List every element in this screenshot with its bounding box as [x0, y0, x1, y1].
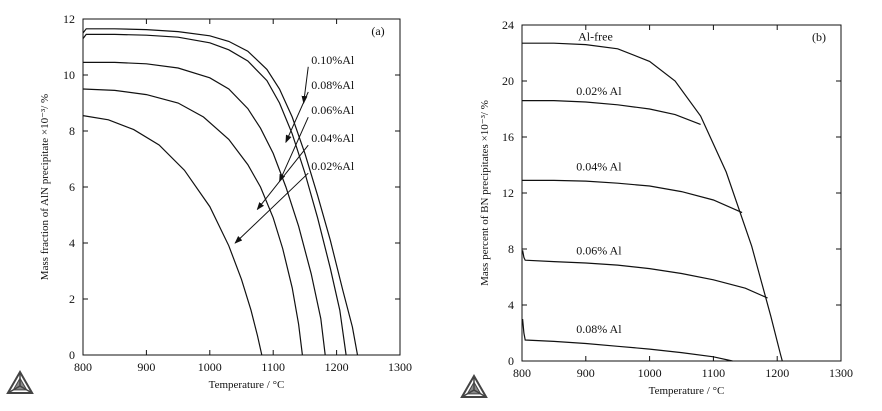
x-axis-label: Temperature / °C — [649, 385, 725, 397]
series-line-al-free — [522, 42, 783, 362]
x-tick-label: 1300 — [388, 360, 412, 374]
logo-spoke — [19, 385, 33, 394]
annotation-label-0-06-al: 0.06%Al — [311, 103, 355, 117]
y-axis-label: Mass percent of BN precipitates ×10⁻³/ % — [479, 100, 491, 286]
x-axis-label: Temperature / °C — [209, 379, 285, 391]
x-tick-label: 1200 — [325, 360, 349, 374]
logo-spoke — [461, 389, 475, 398]
x-tick-label: 900 — [577, 366, 595, 380]
annotation-label-0-10-al: 0.10%Al — [311, 53, 355, 67]
series-line-0-08-al — [522, 318, 733, 362]
panel-label: (a) — [371, 24, 384, 38]
annotation-arrow — [256, 144, 309, 211]
x-tick-label: 900 — [137, 360, 155, 374]
annotation-arrow — [279, 116, 309, 183]
y-tick-label: 12 — [63, 12, 75, 26]
annotation-arrow — [285, 91, 309, 144]
y-tick-label: 0 — [69, 348, 75, 362]
series-line-0-06-al — [83, 61, 326, 356]
thermo-calc-logo-icon — [6, 369, 34, 394]
x-tick-label: 1000 — [198, 360, 222, 374]
y-tick-label: 4 — [508, 298, 514, 312]
logo-spoke — [7, 385, 21, 394]
x-tick-label: 1100 — [702, 366, 726, 380]
x-tick-label: 1300 — [829, 366, 853, 380]
y-tick-label: 2 — [69, 292, 75, 306]
y-tick-label: 20 — [502, 74, 514, 88]
y-tick-label: 0 — [508, 354, 514, 368]
annotation-label-0-04-al: 0.04% Al — [576, 160, 622, 174]
annotation-arrow — [301, 66, 309, 104]
x-tick-label: 1100 — [261, 360, 285, 374]
y-tick-label: 8 — [69, 124, 75, 138]
panel-label: (b) — [812, 30, 826, 44]
y-tick-label: 10 — [63, 68, 75, 82]
series-line-0-08-al — [82, 33, 347, 356]
y-tick-label: 16 — [502, 130, 514, 144]
y-tick-label: 8 — [508, 242, 514, 256]
panel-b-chart: 800 900 1000 1100 1200 1300 0 4 8 12 16 20 24 Tempera… — [479, 18, 853, 397]
annotation-label-0-08-al: 0.08%Al — [311, 78, 355, 92]
plot-frame — [82, 18, 401, 356]
annotation-label-0-06-al: 0.06% Al — [576, 244, 622, 258]
series-line-0-04-al — [82, 88, 303, 356]
x-tick-label: 1000 — [638, 366, 662, 380]
logo-outer-triangle — [460, 374, 488, 398]
thermo-calc-logo-icon — [460, 374, 488, 398]
plot-frame — [521, 24, 842, 362]
series-line-0-04-al — [522, 179, 743, 214]
annotation-arrow — [234, 172, 309, 244]
series-line-0-02-al — [522, 100, 701, 125]
y-tick-label: 12 — [502, 186, 514, 200]
logo-spoke — [473, 389, 487, 398]
panel-a-chart: 800 900 1000 1100 1200 1300 0 2 4 6 8 10 12 Temperatu… — [39, 12, 412, 391]
y-tick-label: 6 — [69, 180, 75, 194]
series-line-0-10-al — [82, 28, 359, 356]
y-tick-label: 4 — [69, 236, 75, 250]
annotation-label-al-free: Al-free — [578, 29, 613, 43]
logo-outer-triangle — [6, 369, 34, 394]
annotation-label-0-08-al: 0.08% Al — [576, 322, 622, 336]
series-line-0-02-al — [82, 115, 263, 356]
y-tick-label: 24 — [502, 18, 514, 32]
x-tick-label: 800 — [513, 366, 531, 380]
annotation-label-0-02-al: 0.02% Al — [576, 84, 622, 98]
annotation-label-0-02-al: 0.02%Al — [311, 159, 355, 173]
y-axis-label: Mass fraction of AlN precipitate ×10⁻³/ … — [39, 94, 51, 280]
x-tick-label: 1200 — [765, 366, 789, 380]
annotation-label-0-04-al: 0.04%Al — [311, 131, 355, 145]
x-tick-label: 800 — [74, 360, 92, 374]
series-line-0-06-al — [522, 250, 768, 299]
